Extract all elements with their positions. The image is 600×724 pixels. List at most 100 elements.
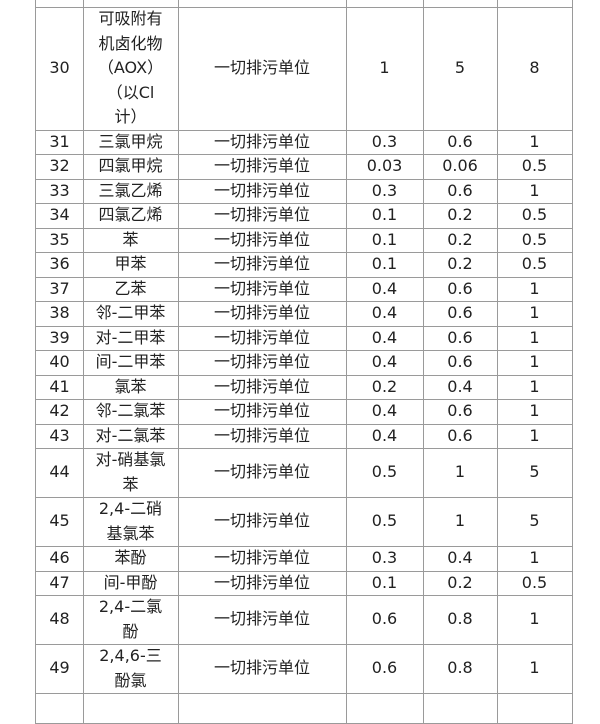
name-line: 邻-二氯苯 bbox=[95, 401, 166, 420]
pollutant-name: 间-甲酚 bbox=[83, 570, 179, 596]
pollutant-name: 四氯乙烯 bbox=[83, 203, 179, 229]
limit-value: 0.1 bbox=[346, 203, 424, 229]
pollutant-name: 氯苯 bbox=[83, 374, 179, 400]
limit-value: 0.3 bbox=[346, 546, 424, 572]
name-line: 酚氯 bbox=[114, 670, 147, 690]
limit-value: 0.1 bbox=[346, 227, 424, 253]
row-number: 33 bbox=[35, 178, 84, 204]
table: 30 可吸附有 机卤化物 （AOX） （以Cl 计） 一切排污单位 1 5 8 31 三氯甲烷 一切排污… bbox=[35, 0, 573, 724]
limit-value: 0.2 bbox=[423, 203, 498, 229]
row-number: 30 bbox=[35, 7, 84, 131]
row-number: 46 bbox=[35, 546, 84, 572]
name-line: 四氯乙烯 bbox=[98, 205, 163, 224]
limit-value: 1 bbox=[497, 178, 573, 204]
limit-value: 0.6 bbox=[423, 325, 498, 351]
applicable-unit: 一切排污单位 bbox=[178, 399, 347, 425]
applicable-unit: 一切排污单位 bbox=[178, 644, 347, 694]
table-cell bbox=[83, 0, 179, 8]
limit-value: 0.4 bbox=[346, 325, 424, 351]
limit-value: 0.6 bbox=[423, 301, 498, 327]
limit-value: 0.2 bbox=[346, 374, 424, 400]
name-line: 苯 bbox=[122, 474, 139, 494]
pollutant-name: 四氯甲烷 bbox=[83, 154, 179, 180]
name-line: 甲苯 bbox=[114, 254, 147, 273]
limit-value: 0.5 bbox=[497, 227, 573, 253]
limit-value: 1 bbox=[497, 129, 573, 155]
applicable-unit: 一切排污单位 bbox=[178, 178, 347, 204]
name-line: 对-硝基氯 bbox=[95, 450, 166, 469]
limit-value: 0.4 bbox=[346, 423, 424, 449]
name-line: 可吸附有 bbox=[98, 9, 163, 28]
name-line: （以Cl bbox=[106, 82, 155, 102]
row-number: 42 bbox=[35, 399, 84, 425]
limit-value: 1 bbox=[497, 325, 573, 351]
pollutant-name: 苯 bbox=[83, 227, 179, 253]
limit-value: 0.2 bbox=[423, 570, 498, 596]
applicable-unit: 一切排污单位 bbox=[178, 546, 347, 572]
row-number: 43 bbox=[35, 423, 84, 449]
row-number: 34 bbox=[35, 203, 84, 229]
pollutant-name: 对-二氯苯 bbox=[83, 423, 179, 449]
limit-value: 1 bbox=[497, 301, 573, 327]
limit-value: 0.06 bbox=[423, 154, 498, 180]
name-line: 苯 bbox=[122, 229, 139, 249]
limit-value: 1 bbox=[497, 350, 573, 376]
row-number: 41 bbox=[35, 374, 84, 400]
row-number: 37 bbox=[35, 276, 84, 302]
applicable-unit: 一切排污单位 bbox=[178, 276, 347, 302]
applicable-unit: 一切排污单位 bbox=[178, 203, 347, 229]
table-cell bbox=[346, 0, 424, 8]
limit-value: 1 bbox=[497, 276, 573, 302]
pollutant-name: 可吸附有 机卤化物 （AOX） （以Cl 计） bbox=[83, 7, 179, 131]
limit-value: 0.6 bbox=[423, 178, 498, 204]
name-line: 三氯乙烯 bbox=[98, 180, 163, 200]
limit-value: 0.4 bbox=[346, 350, 424, 376]
table-cell bbox=[497, 0, 573, 8]
applicable-unit: 一切排污单位 bbox=[178, 374, 347, 400]
name-line: 机卤化物 bbox=[98, 33, 163, 53]
limit-value: 1 bbox=[497, 423, 573, 449]
limit-value: 0.5 bbox=[497, 570, 573, 596]
row-number: 48 bbox=[35, 595, 84, 645]
applicable-unit: 一切排污单位 bbox=[178, 252, 347, 278]
name-line: 酚 bbox=[122, 621, 139, 641]
pollutant-name: 对-硝基氯苯 bbox=[83, 448, 179, 498]
pollutant-name: 乙苯 bbox=[83, 276, 179, 302]
limit-value: 0.4 bbox=[346, 301, 424, 327]
pollutant-name: 2,4-二硝 基氯苯 bbox=[83, 497, 179, 547]
limit-value: 0.8 bbox=[423, 644, 498, 694]
name-line: 2,4,6-三 bbox=[99, 646, 162, 665]
limit-value: 1 bbox=[423, 497, 498, 547]
applicable-unit: 一切排污单位 bbox=[178, 325, 347, 351]
limit-value: 5 bbox=[423, 7, 498, 131]
name-line: 乙苯 bbox=[114, 278, 147, 298]
row-number: 38 bbox=[35, 301, 84, 327]
limit-value: 0.5 bbox=[497, 203, 573, 229]
row-number: 40 bbox=[35, 350, 84, 376]
applicable-unit: 一切排污单位 bbox=[178, 7, 347, 131]
table-cell bbox=[178, 0, 347, 8]
limit-value: 0.6 bbox=[346, 644, 424, 694]
limit-value: 0.03 bbox=[346, 154, 424, 180]
name-line: 氯苯 bbox=[114, 376, 147, 396]
row-number: 45 bbox=[35, 497, 84, 547]
limit-value: 0.6 bbox=[423, 129, 498, 155]
applicable-unit: 一切排污单位 bbox=[178, 497, 347, 547]
limit-value: 1 bbox=[497, 546, 573, 572]
row-number: 32 bbox=[35, 154, 84, 180]
applicable-unit: 一切排污单位 bbox=[178, 227, 347, 253]
limit-value: 0.6 bbox=[423, 399, 498, 425]
applicable-unit: 一切排污单位 bbox=[178, 423, 347, 449]
name-line: 间-甲酚 bbox=[103, 572, 158, 592]
limit-value: 1 bbox=[497, 644, 573, 694]
pollutant-name: 2,4,6-三 酚氯 bbox=[83, 644, 179, 694]
limit-value: 0.4 bbox=[346, 276, 424, 302]
name-line: 对-二甲苯 bbox=[95, 327, 166, 347]
limit-value: 0.1 bbox=[346, 252, 424, 278]
row-number: 31 bbox=[35, 129, 84, 155]
table-cell bbox=[178, 693, 347, 724]
limit-value: 0.2 bbox=[423, 227, 498, 253]
table-cell bbox=[35, 693, 84, 724]
limit-value: 0.6 bbox=[346, 595, 424, 645]
limit-value: 0.3 bbox=[346, 178, 424, 204]
